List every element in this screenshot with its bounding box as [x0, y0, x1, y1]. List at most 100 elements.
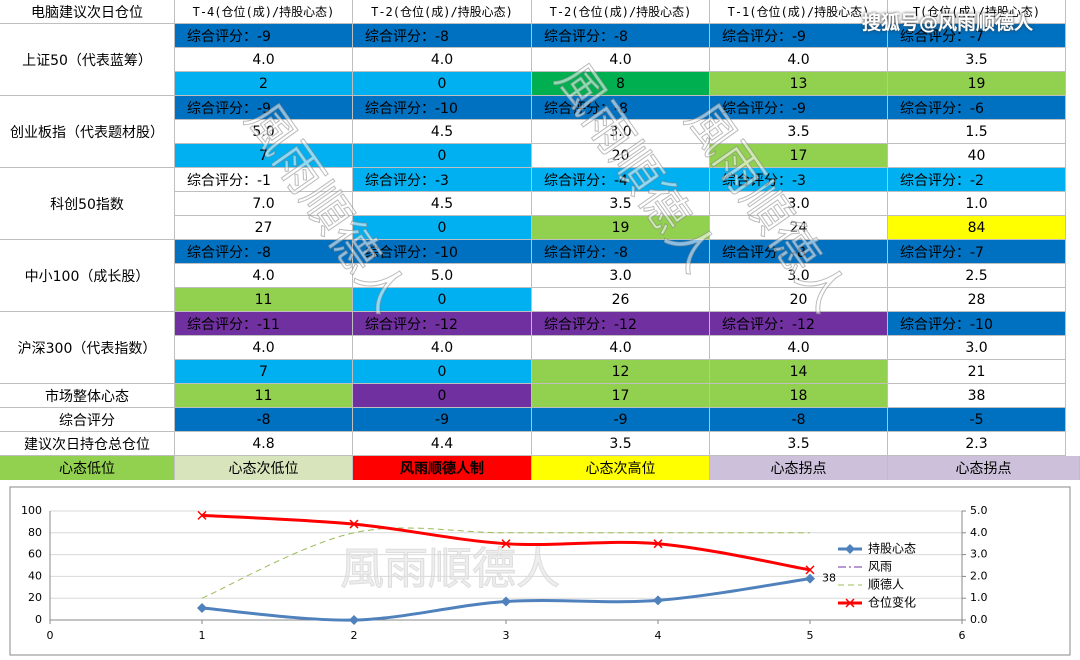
x-tick-label: 3 — [503, 629, 510, 642]
y2-tick-label: 5.0 — [970, 504, 988, 517]
x-tick-label: 0 — [47, 629, 54, 642]
data-cell: 综合评分：-9 — [710, 24, 888, 48]
data-cell: 综合评分：-10 — [353, 240, 532, 264]
data-cell: 综合评分：-12 — [353, 312, 532, 336]
summary-cell: 4.4 — [353, 432, 532, 456]
data-cell: 13 — [710, 72, 888, 96]
data-cell: 0 — [353, 144, 532, 168]
data-cell: 4.0 — [532, 48, 710, 72]
x-tick-label: 2 — [351, 629, 358, 642]
summary-cell: -8 — [710, 408, 888, 432]
data-cell: 4.0 — [353, 336, 532, 360]
data-cell: 0 — [353, 216, 532, 240]
legend-label: 顺德人 — [868, 577, 904, 592]
summary-cell: 18 — [710, 384, 888, 408]
legend-cell: 心态次高位 — [532, 456, 710, 480]
y-tick-label: 20 — [28, 591, 42, 604]
summary-cell: 17 — [532, 384, 710, 408]
data-cell: 2 — [175, 72, 353, 96]
row-label: 建议次日持仓总仓位 — [0, 432, 175, 456]
data-cell: 综合评分：-3 — [710, 168, 888, 192]
data-cell: 21 — [888, 360, 1066, 384]
data-cell: 综合评分：-1 — [175, 168, 353, 192]
data-cell: 4.5 — [353, 120, 532, 144]
summary-cell: -9 — [532, 408, 710, 432]
point — [197, 603, 207, 614]
row-label: 上证50（代表蓝筹） — [0, 24, 175, 96]
summary-cell: 3.5 — [532, 432, 710, 456]
data-cell: 综合评分：-9 — [175, 24, 353, 48]
data-cell: 3.0 — [888, 336, 1066, 360]
data-cell: 24 — [710, 216, 888, 240]
data-cell: 综合评分：-7 — [888, 240, 1066, 264]
legend-cell: 心态次低位 — [175, 456, 353, 480]
legend-label: 持股心态 — [868, 541, 916, 556]
data-cell: 3.5 — [888, 48, 1066, 72]
data-cell: 0 — [353, 72, 532, 96]
legend-cell: 风雨顺德人制 — [353, 456, 532, 480]
data-cell: 12 — [532, 360, 710, 384]
data-cell: 4.0 — [175, 264, 353, 288]
point — [349, 519, 359, 529]
y-tick-label: 80 — [28, 526, 42, 539]
header-cell: T-2(仓位(成)/持股心态) — [532, 0, 710, 24]
row-label: 沪深300（代表指数） — [0, 312, 175, 384]
data-cell: 3.0 — [532, 264, 710, 288]
data-cell: 3.0 — [710, 264, 888, 288]
y2-tick-label: 3.0 — [970, 548, 988, 561]
data-cell: 8 — [532, 72, 710, 96]
data-cell: 综合评分：-8 — [353, 24, 532, 48]
data-cell: 3.5 — [710, 120, 888, 144]
x-tick-label: 6 — [959, 629, 966, 642]
data-cell: 综合评分：-8 — [532, 96, 710, 120]
data-cell: 27 — [175, 216, 353, 240]
data-cell: 20 — [710, 288, 888, 312]
data-cell: 14 — [710, 360, 888, 384]
header-cell: 电脑建议次日仓位 — [0, 0, 175, 24]
summary-cell: -8 — [175, 408, 353, 432]
data-cell: 3.0 — [710, 192, 888, 216]
data-cell: 7 — [175, 144, 353, 168]
data-cell: 综合评分：-3 — [353, 168, 532, 192]
data-cell: 1.5 — [888, 120, 1066, 144]
data-cell: 综合评分：-10 — [353, 96, 532, 120]
row-label: 中小100（成长股） — [0, 240, 175, 312]
summary-cell: 2.3 — [888, 432, 1066, 456]
data-cell: 综合评分：-6 — [888, 96, 1066, 120]
chart: 風雨順德人 0 20 40 60 80 100 0.0 1.0 2.0 3.0 4.0 5.0 0 1 2 3… — [9, 486, 1071, 656]
data-cell: 17 — [710, 144, 888, 168]
row-label: 科创50指数 — [0, 168, 175, 240]
row-label: 综合评分 — [0, 408, 175, 432]
chart-frame — [9, 486, 1071, 656]
y-tick-label: 100 — [21, 504, 42, 517]
data-cell: 20 — [532, 144, 710, 168]
data-cell: 3.0 — [532, 120, 710, 144]
summary-cell: 38 — [888, 384, 1066, 408]
point — [197, 510, 207, 520]
y2-tick-label: 4.0 — [970, 526, 988, 539]
data-cell: 综合评分：-7 — [888, 24, 1066, 48]
header-cell: T-1(仓位(成)/持股心态) — [710, 0, 888, 24]
data-cell: 综合评分：-11 — [175, 312, 353, 336]
y-tick-label: 60 — [28, 548, 42, 561]
data-cell: 综合评分：-9 — [175, 96, 353, 120]
data-cell: 5.0 — [353, 264, 532, 288]
data-cell: 4.5 — [353, 192, 532, 216]
data-cell: 3.5 — [532, 192, 710, 216]
header-cell: T-4(仓位(成)/持股心态) — [175, 0, 353, 24]
data-cell: 40 — [888, 144, 1066, 168]
point — [653, 595, 663, 606]
legend-cell: 心态拐点 — [710, 456, 888, 480]
legend-cell: 心态低位 — [0, 456, 175, 480]
data-cell: 1.0 — [888, 192, 1066, 216]
chart-watermark: 風雨順德人 — [340, 544, 560, 595]
data-cell: 综合评分：-10 — [888, 312, 1066, 336]
data-cell: 综合评分：-4 — [532, 168, 710, 192]
summary-cell: 0 — [353, 384, 532, 408]
point — [653, 539, 663, 549]
header-cell: T-2(仓位(成)/持股心态) — [353, 0, 532, 24]
data-cell: 7 — [175, 360, 353, 384]
data-cell: 综合评分：-8 — [532, 240, 710, 264]
data-cell: 综合评分：-8 — [710, 240, 888, 264]
data-cell: 11 — [175, 288, 353, 312]
